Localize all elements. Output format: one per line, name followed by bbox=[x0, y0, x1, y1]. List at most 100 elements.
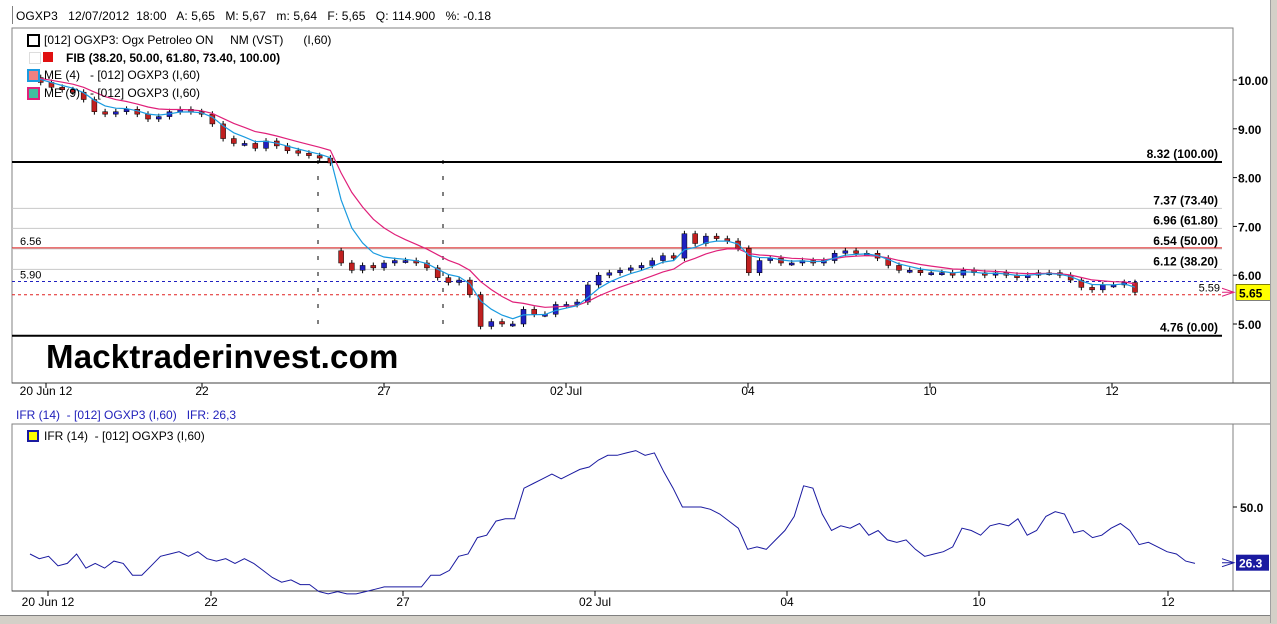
candle-down bbox=[670, 255, 677, 259]
candle-up bbox=[928, 272, 934, 276]
candle-down bbox=[145, 113, 151, 120]
rsi-x-tick-label: 27 bbox=[396, 595, 410, 609]
price-y-tick-label: 6.00 bbox=[1238, 269, 1262, 283]
candle-up bbox=[595, 274, 602, 286]
header-date: 12/07/2012 bbox=[68, 9, 130, 23]
candle-down bbox=[746, 248, 752, 274]
candle-down bbox=[252, 143, 259, 149]
candle-up bbox=[402, 260, 409, 263]
header-time: 18:00 bbox=[136, 9, 167, 23]
header-quantity: Q: 114.900 bbox=[375, 9, 436, 23]
candle-up bbox=[510, 323, 516, 327]
candle-up bbox=[617, 270, 623, 274]
candle-up bbox=[628, 267, 634, 271]
last-price-arrow bbox=[1221, 287, 1236, 297]
rsi-plot-area[interactable] bbox=[11, 423, 1234, 592]
candle-up bbox=[1100, 284, 1106, 291]
candle-down bbox=[295, 150, 301, 154]
price-x-tick-label: 12 bbox=[1105, 384, 1119, 398]
header-change: %: -0.18 bbox=[445, 9, 492, 23]
candle-up bbox=[842, 250, 849, 254]
candle-up bbox=[488, 321, 495, 327]
candle-up bbox=[552, 304, 559, 315]
candle-up bbox=[456, 279, 462, 283]
candle-down bbox=[70, 89, 76, 93]
candle-down bbox=[306, 152, 312, 156]
last-price-marker: 5.65 bbox=[1221, 284, 1274, 301]
candle-up bbox=[788, 262, 795, 266]
candle-up bbox=[649, 260, 655, 266]
candle-up bbox=[906, 270, 913, 273]
rsi-x-tick-label: 04 bbox=[780, 595, 794, 609]
rsi-last-value-marker: 26.3 bbox=[1221, 554, 1269, 571]
rsi-y-tick-label: 50.0 bbox=[1240, 501, 1264, 515]
price-x-tick-label: 02 Jul bbox=[550, 384, 582, 398]
rsi-panel-title: IFR (14) - [012] OGXP3 (I,60) IFR: 26,3 bbox=[16, 408, 237, 422]
fib-label: 8.32 (100.00) bbox=[1147, 147, 1218, 161]
reference-line-label: 5.90 bbox=[20, 270, 41, 282]
bottom-tab-strip[interactable] bbox=[0, 615, 1270, 624]
rsi-chart[interactable]: 50.0 20 Jun 12 22 27 02 Jul 04 10 12 26.3 bbox=[0, 400, 1277, 615]
price-y-tick-label: 8.00 bbox=[1238, 172, 1262, 186]
candle-down bbox=[349, 262, 355, 271]
header-symbol: OGXP3 bbox=[16, 9, 58, 23]
fib-color-swatch-red bbox=[43, 52, 53, 62]
candle-up bbox=[681, 233, 688, 259]
candle-up bbox=[831, 252, 838, 261]
candle-up bbox=[155, 116, 162, 120]
ma9-color-box[interactable] bbox=[27, 87, 40, 100]
candle-down bbox=[713, 235, 720, 239]
price-y-tick-label: 7.00 bbox=[1238, 220, 1262, 234]
rsi-legend-color-box[interactable] bbox=[27, 430, 39, 442]
candle-up bbox=[241, 143, 248, 146]
candle-up bbox=[359, 265, 366, 271]
candle-up bbox=[939, 272, 945, 276]
candle-down bbox=[434, 267, 441, 278]
candle-down bbox=[316, 155, 323, 159]
legend-fibonacci: FIB (38.20, 50.00, 61.80, 73.40, 100.00) bbox=[66, 51, 281, 65]
price-y-tick-label: 9.00 bbox=[1238, 123, 1262, 137]
ma9-line bbox=[29, 77, 1136, 308]
price-y-axis: 10.00 9.00 8.00 7.00 6.00 5.00 bbox=[1233, 74, 1268, 332]
right-edge-scrollbar[interactable] bbox=[1270, 0, 1277, 623]
candle-down bbox=[91, 99, 98, 112]
header-grip bbox=[12, 6, 15, 24]
candle-up bbox=[660, 255, 666, 261]
candle-down bbox=[531, 309, 537, 315]
header-close: F: 5,65 bbox=[327, 9, 366, 23]
candle-down bbox=[231, 138, 237, 144]
rsi-x-axis: 20 Jun 12 22 27 02 Jul 04 10 12 bbox=[22, 591, 1175, 609]
price-x-tick-label: 10 bbox=[923, 384, 937, 398]
candle-up bbox=[703, 235, 709, 244]
candle-down bbox=[499, 321, 505, 325]
legend-rsi: IFR (14) - [012] OGXP3 (I,60) bbox=[44, 429, 205, 443]
quote-header-text: OGXP3 12/07/2012 18:00 A: 5,65 M: 5,67 m… bbox=[16, 9, 491, 23]
candle-down bbox=[102, 111, 108, 115]
candle-down bbox=[896, 265, 902, 271]
candle-up bbox=[381, 262, 387, 269]
quote-header: OGXP3 12/07/2012 18:00 A: 5,65 M: 5,67 m… bbox=[0, 0, 1277, 28]
rsi-x-tick-label: 10 bbox=[972, 595, 986, 609]
fib-label: 6.54 (50.00) bbox=[1153, 234, 1218, 248]
ma4-color-box[interactable] bbox=[27, 69, 40, 82]
legend-ma4: ME (4) - [012] OGXP3 (I,60) bbox=[44, 68, 201, 82]
price-y-tick-label: 5.00 bbox=[1238, 318, 1262, 332]
candle-down bbox=[370, 265, 377, 269]
price-plot-area[interactable] bbox=[11, 27, 1234, 384]
rsi-last-value-badge bbox=[1236, 554, 1269, 571]
series-color-box[interactable] bbox=[27, 34, 40, 47]
header-low: m: 5,64 bbox=[276, 9, 318, 23]
rsi-x-tick-label: 02 Jul bbox=[579, 595, 611, 609]
candle-down bbox=[853, 250, 859, 254]
moving-averages bbox=[29, 77, 1136, 320]
fib-label: 4.76 (0.00) bbox=[1160, 321, 1218, 335]
candle-up bbox=[113, 111, 119, 115]
candle-down bbox=[917, 270, 924, 274]
rsi-x-tick-label: 20 Jun 12 bbox=[22, 595, 75, 609]
header-open: A: 5,65 bbox=[176, 9, 216, 23]
price-x-tick-label: 27 bbox=[377, 384, 391, 398]
price-chart[interactable]: 8.32 (100.00)7.37 (73.40)6.96 (61.80)6.5… bbox=[0, 0, 1277, 400]
price-x-tick-label: 22 bbox=[195, 384, 209, 398]
rsi-x-tick-label: 12 bbox=[1161, 595, 1175, 609]
